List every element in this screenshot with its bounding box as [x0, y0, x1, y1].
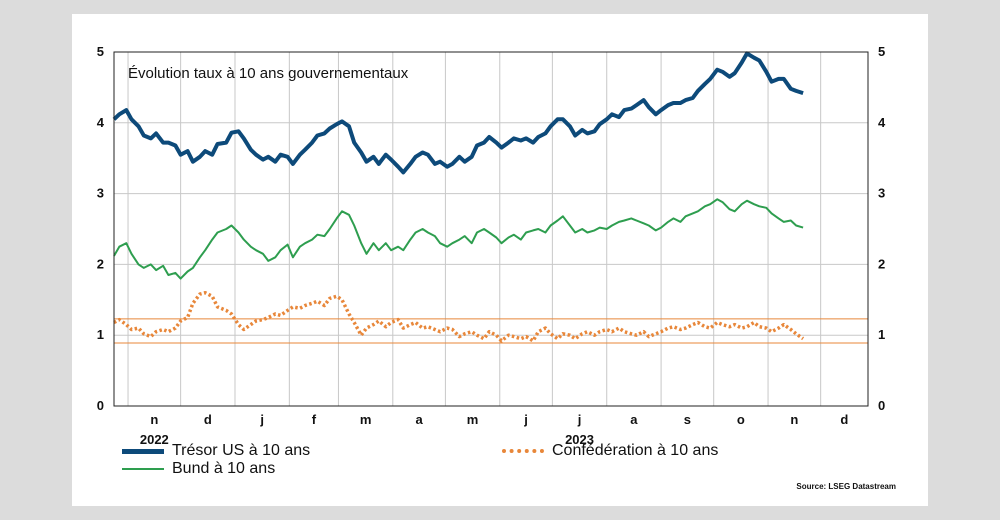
legend-item-confederation: Confédération à 10 ans [502, 442, 718, 460]
legend-swatch-tresor [122, 448, 164, 454]
x-tick-label: d [204, 412, 212, 427]
legend-swatch-confederation [502, 449, 544, 453]
chart-card: 0 1 2 3 4 5 0 1 2 3 4 5 n d j f m a m j j a s o n d 2022 2023 Évo… [72, 14, 928, 506]
series-line-bund [113, 198, 804, 280]
y-tick-label-right: 5 [878, 44, 885, 59]
x-tick-label: m [467, 412, 479, 427]
legend-label-confederation: Confédération à 10 ans [552, 442, 719, 459]
chart-title: Évolution taux à 10 ans gouvernementaux [128, 65, 409, 82]
x-axis: n d j f m a m j j a s o n d 2022 2023 [140, 412, 848, 447]
y-axis-right: 0 1 2 3 4 5 [878, 44, 886, 413]
x-tick-label: a [630, 412, 638, 427]
x-tick-label: m [360, 412, 372, 427]
x-tick-label: j [577, 412, 582, 427]
x-tick-label: j [523, 412, 528, 427]
x-tick-label: d [840, 412, 848, 427]
legend-label-bund: Bund à 10 ans [172, 460, 276, 477]
series-lines [112, 51, 805, 343]
y-tick-label-right: 1 [878, 327, 885, 342]
series-line-confederation [113, 290, 805, 343]
series-line-tresor [112, 51, 804, 175]
y-tick-label-left: 3 [97, 186, 104, 201]
x-tick-label: a [415, 412, 423, 427]
legend-label-tresor: Trésor US à 10 ans [172, 442, 311, 459]
chart-svg: 0 1 2 3 4 5 0 1 2 3 4 5 n d j f m a m j j a s o n d 2022 2023 Évo… [97, 44, 886, 447]
year-label: 2022 [140, 432, 169, 447]
y-tick-label-left: 2 [97, 256, 104, 271]
y-tick-label-left: 4 [97, 115, 105, 130]
y-axis-left: 0 1 2 3 4 5 [97, 44, 105, 413]
x-tick-label: f [312, 412, 317, 427]
legend-item-tresor: Trésor US à 10 ans [122, 442, 310, 460]
legend-item-bund: Bund à 10 ans [122, 460, 275, 478]
x-tick-label: n [790, 412, 798, 427]
legend-swatch-bund [122, 468, 164, 470]
y-tick-label-right: 3 [878, 186, 885, 201]
y-tick-label-left: 5 [97, 44, 104, 59]
source-note: Source: LSEG Datastream [796, 482, 896, 491]
reference-lines [114, 318, 868, 344]
y-tick-label-right: 0 [878, 398, 885, 413]
x-tick-label: j [259, 412, 264, 427]
x-tick-label: o [737, 412, 745, 427]
x-tick-label: n [150, 412, 158, 427]
y-tick-label-left: 1 [97, 327, 104, 342]
y-tick-label-left: 0 [97, 398, 104, 413]
y-tick-label-right: 2 [878, 256, 885, 271]
plot-frame [113, 51, 869, 407]
y-tick-label-right: 4 [878, 115, 886, 130]
x-tick-label: s [684, 412, 691, 427]
year-label: 2023 [565, 432, 594, 447]
